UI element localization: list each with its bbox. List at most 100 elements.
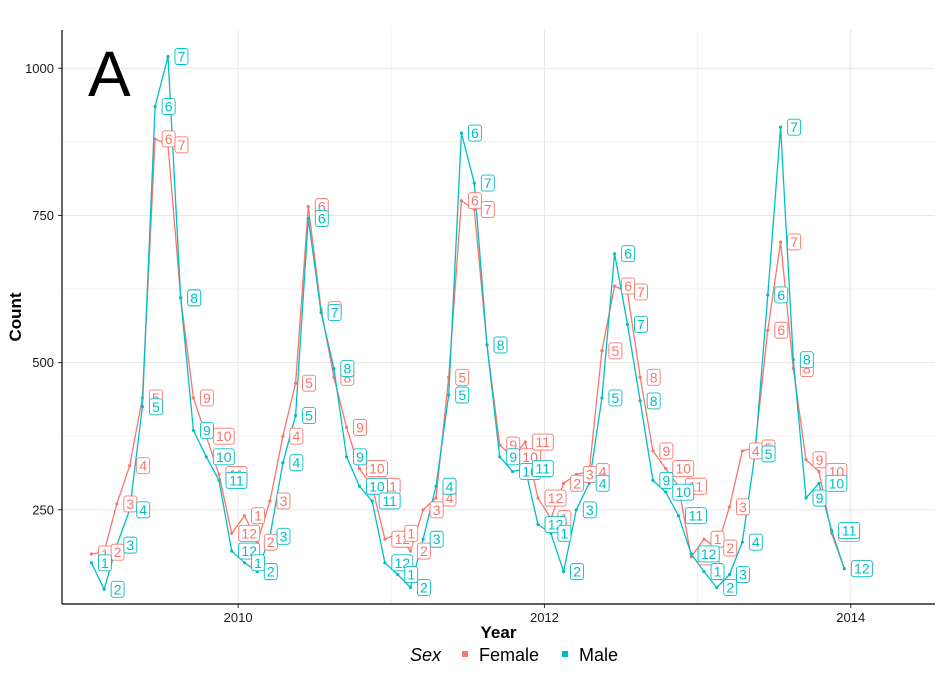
point-label-male: 3	[429, 530, 444, 548]
point-label-female: 3	[736, 498, 750, 516]
data-point-male	[727, 572, 732, 577]
point-label-female: 9	[659, 442, 674, 460]
data-point-female	[817, 469, 821, 474]
svg-text:4: 4	[599, 464, 607, 480]
point-label-female: 5	[302, 374, 317, 392]
svg-text:9: 9	[816, 490, 824, 506]
data-point-male	[804, 496, 808, 500]
point-label-male: 1	[97, 554, 112, 572]
data-point-female	[357, 466, 362, 471]
point-label-male: 10	[672, 483, 695, 501]
data-point-female	[306, 205, 310, 209]
series-line-female	[91, 137, 845, 569]
svg-text:11: 11	[229, 472, 244, 488]
data-point-female	[230, 531, 234, 535]
point-label-female: 4	[289, 427, 304, 445]
data-point-female	[191, 396, 196, 400]
svg-text:8: 8	[803, 352, 811, 368]
svg-text:4: 4	[292, 455, 300, 471]
x-tick-label: 2010	[224, 610, 253, 625]
point-label-male: 3	[276, 527, 291, 545]
data-point-male	[791, 358, 795, 362]
svg-text:11: 11	[689, 508, 704, 524]
data-point-male	[715, 585, 719, 590]
point-label-male: 2	[263, 563, 278, 581]
point-label-female: 6	[467, 192, 482, 210]
point-label-female: 11	[531, 433, 554, 451]
svg-text:9: 9	[509, 449, 517, 465]
data-point-female	[766, 328, 770, 332]
svg-text:5: 5	[458, 369, 466, 385]
data-point-male	[510, 469, 515, 474]
svg-text:11: 11	[382, 493, 397, 509]
y-tick-label: 1000	[25, 61, 54, 76]
point-label-male: 10	[365, 477, 388, 495]
svg-text:9: 9	[356, 449, 364, 465]
point-label-male: 7	[174, 48, 189, 65]
data-point-female	[281, 434, 285, 438]
x-axis-title: Year	[481, 623, 517, 642]
data-point-female	[702, 537, 706, 541]
svg-text:7: 7	[484, 175, 492, 191]
data-point-male	[140, 405, 145, 409]
data-point-male	[153, 104, 157, 109]
svg-text:8: 8	[190, 290, 198, 306]
data-point-male	[472, 181, 476, 185]
point-label-female: 1	[251, 507, 266, 525]
point-label-female: 3	[429, 501, 444, 519]
point-label-male: 5	[302, 407, 317, 425]
grid-lines	[62, 30, 935, 604]
point-label-male: 2	[110, 580, 125, 598]
svg-text:9: 9	[356, 419, 364, 435]
svg-text:9: 9	[203, 422, 211, 438]
svg-text:2: 2	[267, 564, 275, 580]
point-label-female: 2	[110, 543, 125, 561]
svg-text:7: 7	[331, 305, 339, 321]
data-point-female	[242, 514, 247, 518]
data-point-male	[191, 428, 196, 432]
svg-text:6: 6	[624, 278, 632, 294]
point-label-male: 9	[506, 448, 521, 466]
svg-text:2: 2	[267, 534, 275, 550]
point-label-male: 7	[634, 315, 648, 333]
svg-text:3: 3	[433, 502, 441, 518]
svg-text:3: 3	[739, 499, 747, 515]
data-point-male	[166, 54, 170, 59]
point-label-female: 12	[544, 489, 567, 507]
point-label-female: 4	[748, 442, 763, 460]
data-point-female	[727, 505, 732, 509]
point-label-female: 6	[621, 277, 636, 295]
point-label-female: 8	[646, 368, 661, 386]
point-label-male: 4	[442, 477, 457, 495]
data-point-female	[434, 496, 438, 500]
legend-key-female	[462, 651, 468, 657]
point-label-male: 5	[455, 386, 470, 404]
point-label-female: 7	[480, 201, 495, 219]
svg-text:3: 3	[739, 567, 747, 583]
point-label-male: 6	[467, 124, 482, 142]
data-point-male	[370, 499, 374, 503]
svg-text:3: 3	[586, 466, 594, 482]
point-label-male: 2	[416, 579, 431, 596]
data-point-female	[128, 464, 132, 468]
data-point-male	[102, 587, 106, 591]
svg-text:3: 3	[280, 493, 288, 509]
svg-text:11: 11	[842, 522, 857, 538]
data-point-male	[625, 322, 630, 326]
point-label-male: 9	[659, 471, 674, 489]
svg-text:1: 1	[407, 525, 415, 541]
svg-text:10: 10	[216, 428, 232, 444]
point-label-female: 10	[672, 460, 695, 478]
data-point-female	[561, 481, 566, 485]
point-label-male: 7	[480, 174, 495, 192]
svg-text:7: 7	[178, 48, 186, 64]
svg-text:2: 2	[726, 540, 734, 556]
svg-text:4: 4	[292, 428, 300, 444]
svg-text:12: 12	[548, 490, 564, 506]
data-point-male	[281, 461, 285, 465]
point-label-male: 3	[123, 536, 138, 554]
svg-text:1: 1	[407, 567, 415, 583]
point-label-female: 5	[455, 368, 470, 386]
data-point-male	[179, 296, 183, 300]
point-label-male: 11	[378, 492, 401, 510]
